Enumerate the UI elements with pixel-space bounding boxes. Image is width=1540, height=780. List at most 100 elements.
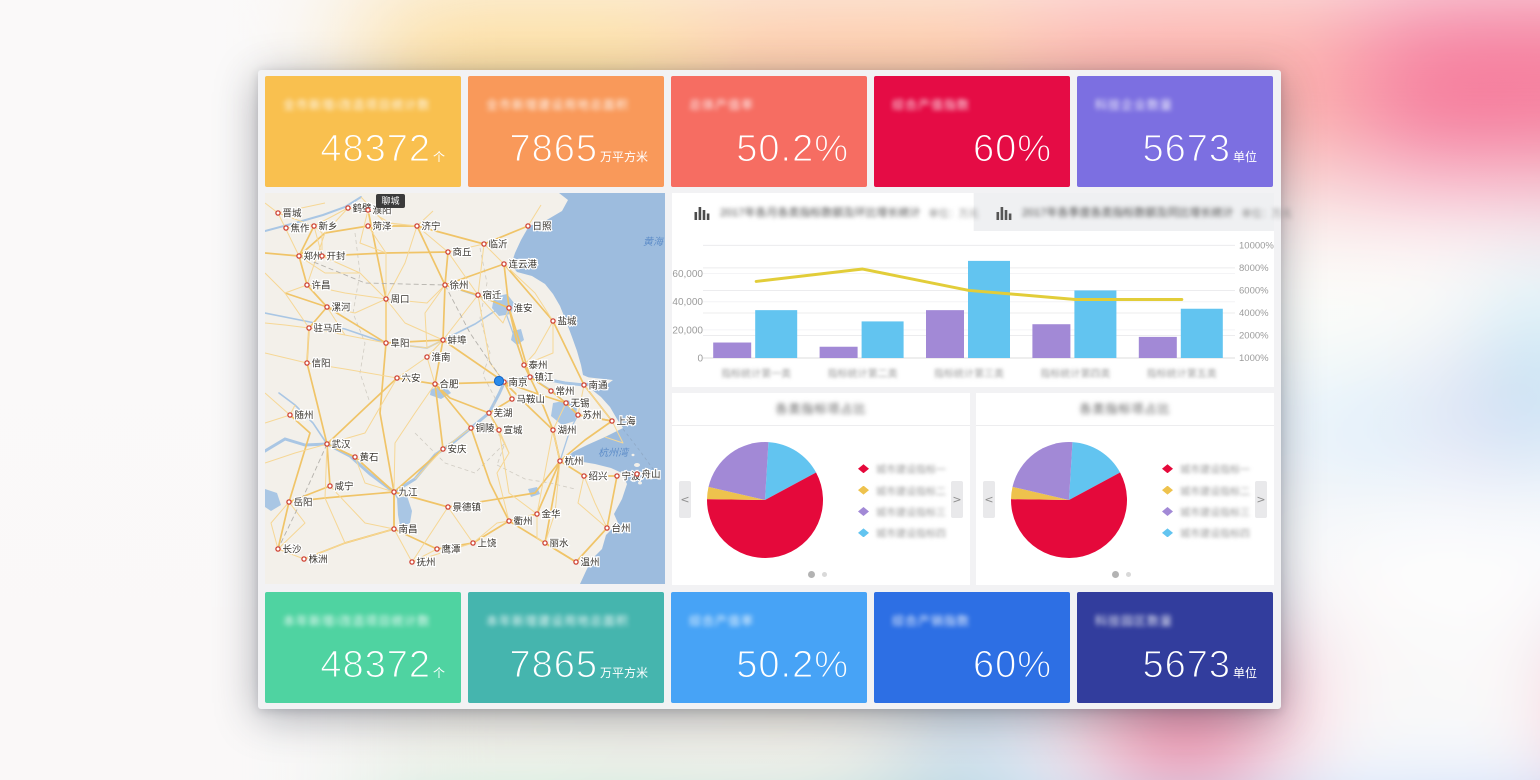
map-city: 阜阳	[383, 336, 411, 351]
tab-quarterly-stats[interactable]: 2017年各季度各类指标数额及同比增长统计 单位：万元	[973, 193, 1291, 231]
stat-card-top-2[interactable]: 全市新增建设用地总面积 7865 万平方米	[468, 76, 664, 187]
map-city: 临沂	[481, 237, 509, 252]
carousel-next-button[interactable]: >	[1255, 481, 1267, 518]
map-city-label: 晋城	[283, 209, 303, 220]
stat-card-bottom-3[interactable]: 综合产值率 50.2%	[671, 592, 867, 703]
legend-label: 城市建设指标一	[1180, 465, 1250, 477]
map-selected-city-marker[interactable]	[493, 375, 505, 387]
map-city-label: 驻马店	[314, 323, 343, 335]
legend-item[interactable]: 城市建设指标二	[858, 479, 946, 500]
carousel-next-button[interactable]: >	[951, 481, 963, 518]
stat-card-top-5[interactable]: 科技企业数量 5673 单位	[1077, 76, 1273, 187]
map-city-label: 马鞍山	[517, 394, 546, 406]
bar-series1[interactable]	[1032, 324, 1071, 358]
map-city: 周口	[383, 293, 411, 307]
map-road-minor	[416, 225, 449, 253]
map-road-minor	[604, 420, 624, 444]
stat-card-top-1[interactable]: 全市新增/改造项目统计数 48372 个	[265, 76, 461, 187]
map-road-minor	[326, 306, 346, 336]
pie-slice[interactable]	[707, 472, 823, 558]
tab-monthly-stats[interactable]: 2017年各月各类指标数额及环比增长统计 单位：万元	[672, 193, 978, 231]
legend-item[interactable]: 城市建设指标三	[1162, 501, 1250, 522]
pie-slice[interactable]	[1011, 472, 1127, 558]
map-city: 湖州	[550, 424, 578, 438]
stat-card-top-3[interactable]: 总体产值率 50.2%	[671, 76, 867, 187]
legend-item[interactable]: 城市建设指标四	[858, 522, 946, 543]
map-city-label: 新乡	[319, 221, 338, 233]
bar-series2[interactable]	[1180, 308, 1223, 358]
stat-card-bottom-2[interactable]: 本年新增建设用地总面积 7865 万平方米	[468, 592, 664, 703]
bar-series2[interactable]	[1074, 290, 1117, 358]
legend-label: 城市建设指标四	[1180, 529, 1250, 541]
china-region-map[interactable]: 晋城 鹤壁 濮阳 菏泽 济宁 日照 临沂 焦作 新乡 郑州 开封 商丘 连云港 许昌 周口 徐州 宿迁 漯河 淮安盐…	[265, 193, 665, 584]
stat-card-bottom-5[interactable]: 科技园区数量 5673 单位	[1077, 592, 1273, 703]
map-city-label: 铜陵	[476, 423, 496, 435]
pagination-dot[interactable]	[1126, 572, 1131, 577]
bar-line-chart[interactable]: 0 20,000 40,000 60,000 1000% 2000% 4000% 6000% 8…	[672, 231, 1274, 387]
map-city: 淮安	[506, 301, 534, 316]
pagination-dot[interactable]	[822, 572, 827, 577]
pagination-dot-active[interactable]	[808, 571, 815, 578]
map-city: 镇江	[527, 370, 555, 385]
svg-text:衢州: 衢州	[773, 710, 804, 728]
legend-item[interactable]: 城市建设指标一	[858, 458, 946, 479]
map-city-marker	[501, 261, 507, 267]
pie-slice[interactable]	[1012, 442, 1073, 500]
map-city: 泰州	[521, 358, 549, 373]
stat-card-top-4[interactable]: 综合产值指数 60%	[874, 76, 1070, 187]
bar-series1[interactable]	[926, 310, 964, 358]
map-city: 开封	[319, 249, 347, 264]
map-city-marker	[424, 354, 430, 360]
map-city-label: 丽水	[550, 538, 570, 550]
stat-card-title: 综合产值指数	[892, 98, 971, 112]
pie-slice[interactable]	[708, 442, 769, 500]
pie-slice[interactable]	[1069, 442, 1121, 500]
legend-item[interactable]: 城市建设指标四	[1162, 522, 1250, 543]
map-city-label: 台州	[612, 523, 631, 535]
map-road-minor	[306, 207, 349, 286]
bar-series1[interactable]	[713, 342, 752, 358]
map-city: 安庆	[440, 442, 468, 457]
map-city-label: 随州	[295, 410, 314, 422]
bar-series1[interactable]	[819, 346, 858, 358]
stat-card-value: 48372 个	[320, 127, 445, 171]
map-road-minor	[414, 427, 500, 480]
line-series[interactable]	[754, 267, 1184, 301]
map-city-label: 咸宁	[335, 481, 354, 493]
map-city-label: 上海	[617, 416, 637, 428]
legend-item[interactable]: 城市建设指标二	[1162, 479, 1250, 500]
svg-text:上饶: 上饶	[714, 746, 745, 764]
bar-series1[interactable]	[1138, 336, 1177, 358]
map-city-label: 南京	[509, 377, 528, 389]
legend-item[interactable]: 城市建设指标一	[1162, 458, 1250, 479]
legend-item[interactable]: 城市建设指标三	[858, 501, 946, 522]
right-axis-tick: 8000%	[1239, 263, 1269, 274]
stat-card-title: 本年新增建设用地总面积	[486, 614, 630, 628]
svg-text:株洲: 株洲	[438, 772, 469, 780]
pie-slice[interactable]	[765, 442, 817, 500]
svg-text:台州: 台州	[933, 721, 964, 739]
map-city-marker	[383, 296, 389, 302]
bar-series2[interactable]	[968, 260, 1010, 358]
map-city-marker	[475, 292, 481, 298]
map-road-minor	[523, 320, 554, 366]
pie-chart-canvas	[707, 442, 823, 558]
bar-series2[interactable]	[755, 310, 798, 358]
bar-series2[interactable]	[861, 321, 904, 358]
pie-slice[interactable]	[1011, 486, 1069, 500]
map-city-marker	[525, 223, 531, 229]
pagination-dot-active[interactable]	[1112, 571, 1119, 578]
stat-card-bottom-4[interactable]: 综合产销指数 60%	[874, 592, 1070, 703]
pie-chart[interactable]	[1011, 442, 1127, 558]
carousel-prev-button[interactable]: <	[983, 481, 995, 518]
pie-slice[interactable]	[707, 486, 765, 500]
stat-card-title: 综合产销指数	[892, 614, 971, 628]
stat-number: 50.2%	[736, 127, 849, 170]
pie-panel-title: 各类指标项占比	[775, 402, 867, 416]
carousel-prev-button[interactable]: <	[679, 481, 691, 518]
stat-card-bottom-1[interactable]: 本年新增/改造项目统计数 48372 个	[265, 592, 461, 703]
map-city-marker	[324, 304, 330, 310]
pie-chart[interactable]	[707, 442, 823, 558]
map-lake	[551, 400, 577, 425]
stat-number: 60%	[972, 127, 1052, 170]
